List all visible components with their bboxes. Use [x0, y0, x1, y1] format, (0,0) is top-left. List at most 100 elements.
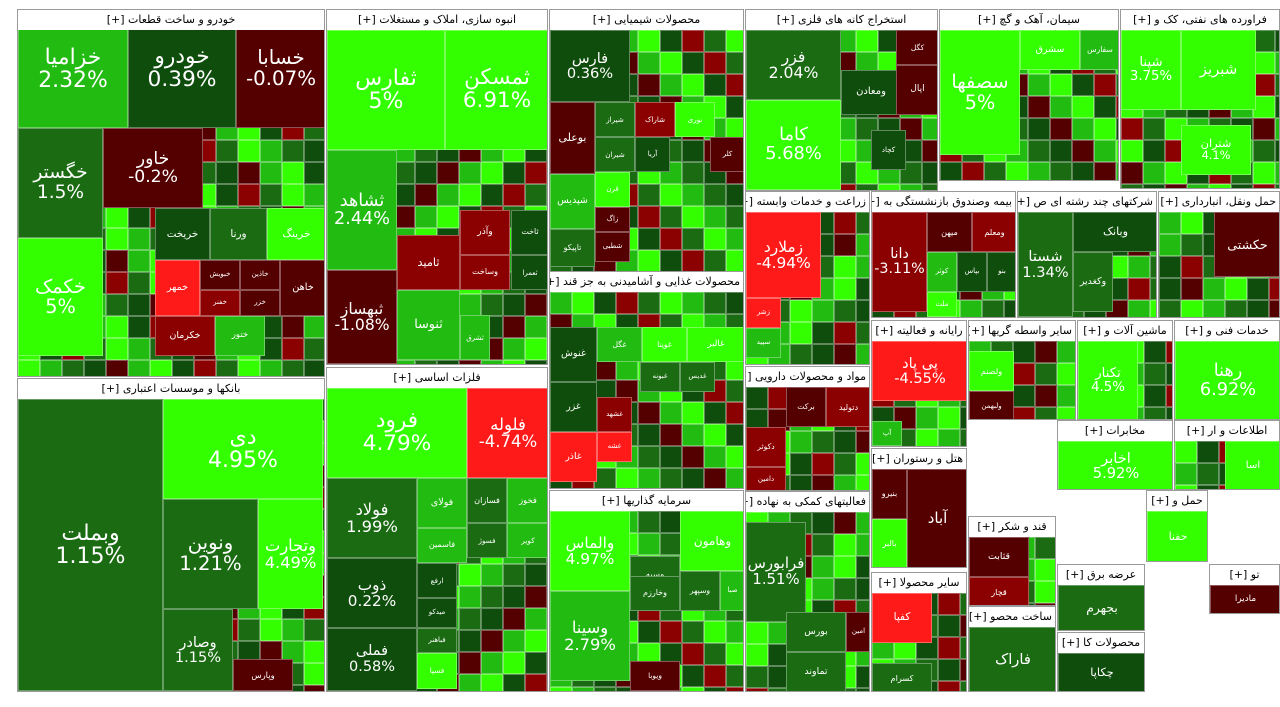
stock-cell[interactable]: فاراک	[969, 627, 1055, 691]
minor-stock-cell[interactable]	[834, 344, 856, 364]
minor-stock-cell[interactable]	[1253, 96, 1275, 118]
minor-stock-cell[interactable]	[304, 641, 324, 663]
sector-title[interactable]: اطلاعات و ار [+]	[1175, 421, 1279, 441]
minor-stock-cell[interactable]	[547, 564, 548, 586]
stock-cell[interactable]: حکشتی	[1214, 212, 1279, 277]
stock-cell[interactable]: خرینگ	[267, 208, 324, 260]
minor-stock-cell[interactable]	[726, 292, 743, 314]
minor-stock-cell[interactable]	[1128, 300, 1150, 317]
stock-cell[interactable]: بپاس	[957, 252, 987, 292]
minor-stock-cell[interactable]	[282, 338, 304, 360]
stock-cell[interactable]: کاما 5.68%	[746, 100, 841, 190]
minor-stock-cell[interactable]	[238, 184, 260, 206]
minor-stock-cell[interactable]	[682, 162, 704, 184]
minor-stock-cell[interactable]	[960, 681, 966, 691]
minor-stock-cell[interactable]	[437, 162, 459, 184]
minor-stock-cell[interactable]	[481, 564, 503, 586]
minor-stock-cell[interactable]	[1159, 256, 1181, 278]
minor-stock-cell[interactable]	[726, 250, 743, 272]
minor-stock-cell[interactable]	[150, 360, 172, 376]
minor-stock-cell[interactable]	[726, 380, 743, 402]
minor-stock-cell[interactable]	[856, 512, 869, 534]
minor-stock-cell[interactable]	[726, 402, 743, 424]
minor-stock-cell[interactable]	[704, 687, 726, 691]
minor-stock-cell[interactable]	[1050, 118, 1072, 140]
minor-stock-cell[interactable]	[682, 468, 704, 488]
minor-stock-cell[interactable]	[481, 162, 503, 184]
minor-stock-cell[interactable]	[481, 608, 503, 630]
minor-stock-cell[interactable]	[938, 593, 960, 615]
stock-cell[interactable]: شستا 1.34%	[1018, 212, 1073, 317]
stock-cell[interactable]: ومعلم	[972, 212, 1015, 252]
minor-stock-cell[interactable]	[550, 292, 572, 314]
minor-stock-cell[interactable]	[282, 184, 304, 206]
minor-stock-cell[interactable]	[260, 162, 282, 184]
minor-stock-cell[interactable]	[547, 74, 548, 96]
minor-stock-cell[interactable]	[1253, 184, 1275, 188]
minor-stock-cell[interactable]	[106, 250, 128, 272]
minor-stock-cell[interactable]	[547, 30, 548, 52]
minor-stock-cell[interactable]	[503, 184, 525, 206]
minor-stock-cell[interactable]	[682, 52, 704, 74]
minor-stock-cell[interactable]	[682, 292, 704, 314]
stock-cell[interactable]: فولای	[417, 478, 467, 528]
minor-stock-cell[interactable]	[547, 184, 548, 206]
minor-stock-cell[interactable]	[547, 52, 548, 74]
minor-stock-cell[interactable]	[128, 294, 150, 316]
sector-title[interactable]: فعالیتهای کمکی به نهاده [+]	[746, 492, 869, 512]
stock-cell[interactable]: ثشرق	[460, 315, 490, 360]
minor-stock-cell[interactable]	[1253, 140, 1275, 162]
minor-stock-cell[interactable]	[962, 162, 984, 180]
minor-stock-cell[interactable]	[459, 652, 481, 674]
minor-stock-cell[interactable]	[834, 512, 856, 534]
minor-stock-cell[interactable]	[216, 162, 238, 184]
stock-cell[interactable]: بالبر	[872, 519, 907, 567]
minor-stock-cell[interactable]	[547, 630, 548, 652]
minor-stock-cell[interactable]	[1203, 278, 1225, 300]
minor-stock-cell[interactable]	[1035, 559, 1055, 581]
minor-stock-cell[interactable]	[1203, 300, 1225, 317]
minor-stock-cell[interactable]	[525, 338, 547, 360]
stock-cell[interactable]: اسا	[1225, 441, 1279, 489]
minor-stock-cell[interactable]	[459, 162, 481, 184]
minor-stock-cell[interactable]	[960, 615, 966, 637]
minor-stock-cell[interactable]	[503, 630, 525, 652]
stock-cell[interactable]: خفنر	[200, 290, 240, 316]
minor-stock-cell[interactable]	[547, 338, 548, 360]
minor-stock-cell[interactable]	[856, 278, 869, 300]
minor-stock-cell[interactable]	[1159, 212, 1181, 234]
minor-stock-cell[interactable]	[459, 184, 481, 206]
minor-stock-cell[interactable]	[616, 292, 638, 314]
minor-stock-cell[interactable]	[638, 292, 660, 314]
minor-stock-cell[interactable]	[547, 520, 548, 542]
minor-stock-cell[interactable]	[1231, 184, 1253, 188]
minor-stock-cell[interactable]	[459, 564, 481, 586]
minor-stock-cell[interactable]	[1057, 341, 1075, 363]
minor-stock-cell[interactable]	[856, 184, 878, 190]
sector-title[interactable]: سایر واسطه گریها [+]	[969, 321, 1075, 341]
minor-stock-cell[interactable]	[128, 360, 150, 376]
minor-stock-cell[interactable]	[481, 630, 503, 652]
minor-stock-cell[interactable]	[459, 586, 481, 608]
minor-stock-cell[interactable]	[660, 468, 682, 488]
minor-stock-cell[interactable]	[726, 228, 743, 250]
stock-cell[interactable]: خاور -0.2%	[103, 128, 203, 208]
minor-stock-cell[interactable]	[260, 360, 282, 376]
stock-cell[interactable]: فلوله -4.74%	[467, 388, 547, 478]
minor-stock-cell[interactable]	[106, 360, 128, 376]
minor-stock-cell[interactable]	[525, 674, 547, 691]
minor-stock-cell[interactable]	[856, 453, 869, 475]
stock-cell[interactable]: غالبر	[687, 327, 743, 362]
stock-cell[interactable]: ملت	[927, 292, 957, 317]
minor-stock-cell[interactable]	[856, 256, 869, 278]
stock-cell[interactable]: نوری	[675, 102, 715, 137]
sector-title[interactable]: سرمایه گذاریها [+]	[550, 491, 743, 511]
minor-stock-cell[interactable]	[547, 476, 548, 498]
minor-stock-cell[interactable]	[704, 184, 726, 206]
minor-stock-cell[interactable]	[922, 118, 937, 140]
stock-cell[interactable]: فزر 2.04%	[746, 30, 841, 100]
minor-stock-cell[interactable]	[1028, 140, 1050, 162]
minor-stock-cell[interactable]	[1144, 341, 1166, 363]
minor-stock-cell[interactable]	[1116, 162, 1118, 180]
sector-title[interactable]: سایر محصولا [+]	[872, 573, 966, 593]
